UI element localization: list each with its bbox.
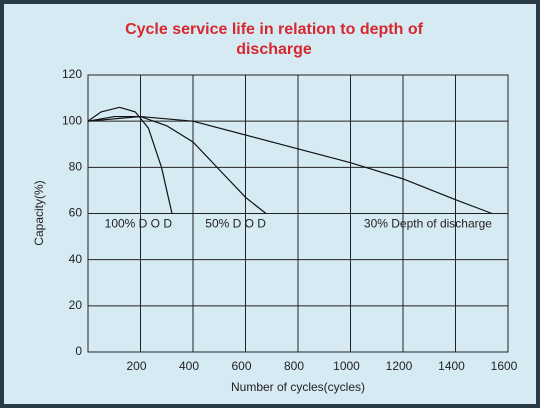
y-axis-label: Capacity(%) [32,180,46,245]
y-tick-label: 120 [62,67,82,81]
y-tick-label: 100 [62,113,82,127]
x-axis-label: Number of cycles(cycles) [231,380,365,394]
series-label: 30% Depth of discharge [364,217,492,231]
x-tick-label: 1600 [491,359,518,373]
x-tick-label: 1400 [438,359,465,373]
data-line [87,115,267,214]
chart-title: Cycle service life in relation to depth … [125,21,423,58]
x-tick-label: 800 [284,359,304,373]
data-line [87,106,173,214]
x-tick-label: 200 [126,359,146,373]
x-tick-label: 1000 [333,359,360,373]
data-line [87,115,493,215]
y-tick-label: 0 [75,344,82,358]
y-tick-label: 20 [69,298,83,312]
x-tick-label: 600 [231,359,251,373]
x-tick-label: 1200 [386,359,413,373]
y-tick-label: 80 [69,160,83,174]
y-tick-label: 40 [69,252,83,266]
x-tick-label: 400 [179,359,199,373]
series-label: 100% D O D [105,217,173,231]
y-tick-label: 60 [69,206,83,220]
series-label: 50% D O D [205,217,266,231]
